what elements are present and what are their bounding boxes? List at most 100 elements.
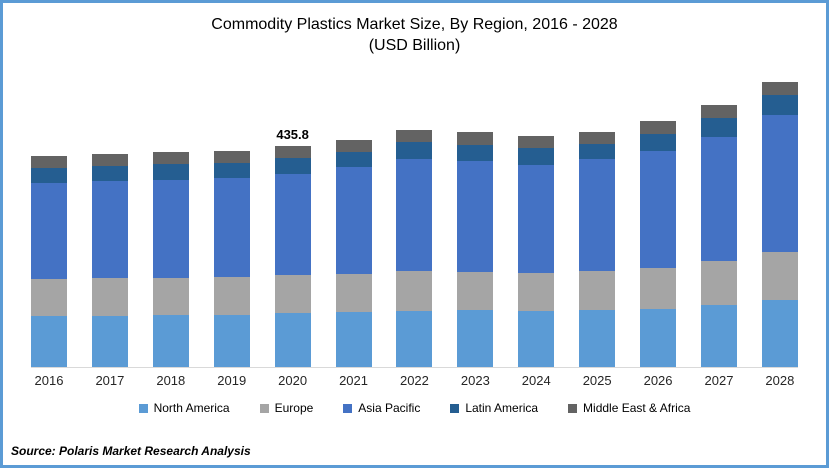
bar-segment-middle-east-africa-2023	[457, 132, 494, 145]
x-axis-label-2023: 2023	[460, 373, 490, 388]
bar-group-2028	[761, 82, 798, 367]
bar-segment-europe-2019	[213, 277, 250, 315]
bar-segment-middle-east-africa-2025	[579, 132, 616, 144]
bar-segment-latin-america-2027	[700, 118, 737, 137]
bar-segment-europe-2025	[579, 271, 616, 310]
bar-segment-asia-pacific-2024	[518, 165, 555, 273]
legend-swatch-icon-asia-pacific	[343, 403, 353, 413]
bar-segment-latin-america-2023	[457, 145, 494, 161]
bar-segment-latin-america-2022	[396, 142, 433, 159]
bar-segment-europe-2018	[152, 278, 189, 315]
x-axis-label-2020: 2020	[278, 373, 308, 388]
bar-group-2020: 435.8	[274, 127, 311, 367]
bar-group-2016	[31, 156, 67, 367]
bar-segment-middle-east-africa-2018	[152, 152, 189, 164]
bar-segment-asia-pacific-2020	[274, 174, 311, 275]
legend-item-middle-east-africa: Middle East & Africa	[568, 401, 690, 415]
x-axis-label-2016: 2016	[34, 373, 64, 388]
bar-segment-asia-pacific-2021	[335, 167, 372, 274]
bar-segment-latin-america-2025	[579, 144, 616, 159]
bar-segment-north-america-2027	[700, 305, 737, 367]
bar-segment-asia-pacific-2027	[700, 137, 737, 261]
x-axis-label-2022: 2022	[399, 373, 429, 388]
bar-segment-middle-east-africa-2026	[640, 121, 677, 134]
bar-segment-north-america-2017	[91, 316, 128, 367]
bar-segment-europe-2022	[396, 271, 433, 311]
bar-segment-asia-pacific-2025	[579, 159, 616, 271]
bar-segment-north-america-2020	[274, 313, 311, 367]
legend-label-latin-america: Latin America	[465, 401, 539, 415]
bar-segment-asia-pacific-2022	[396, 159, 433, 271]
chart-legend: North America Europe Asia Pacific Latin Ame…	[3, 401, 826, 415]
bar-segment-asia-pacific-2016	[31, 183, 67, 279]
legend-swatch-icon-latin-america	[450, 403, 460, 413]
bar-segment-latin-america-2019	[213, 163, 250, 178]
bar-segment-middle-east-africa-2016	[31, 156, 67, 168]
bar-segment-north-america-2022	[396, 311, 433, 367]
bar-group-2017	[91, 154, 128, 367]
x-axis-label-2025: 2025	[582, 373, 612, 388]
bar-segment-latin-america-2020	[274, 158, 311, 174]
bar-group-2023	[457, 132, 494, 367]
bar-group-2019	[213, 151, 250, 367]
bar-segment-latin-america-2016	[31, 168, 67, 183]
bar-segment-asia-pacific-2026	[640, 151, 677, 268]
bar-segment-europe-2017	[91, 278, 128, 316]
legend-item-latin-america: Latin America	[450, 401, 538, 415]
bar-segment-latin-america-2017	[91, 166, 128, 181]
bar-segment-europe-2027	[700, 261, 737, 305]
bar-segment-middle-east-africa-2019	[213, 151, 250, 163]
bar-segment-middle-east-africa-2024	[518, 136, 555, 148]
chart-header: Commodity Plastics Market Size, By Regio…	[3, 3, 826, 56]
x-axis-label-2024: 2024	[521, 373, 551, 388]
bar-segment-asia-pacific-2017	[91, 181, 128, 278]
legend-label-asia-pacific: Asia Pacific	[358, 401, 421, 415]
bar-group-2025	[579, 132, 616, 367]
bar-segment-middle-east-africa-2020	[274, 146, 311, 158]
bar-segment-north-america-2019	[213, 315, 250, 367]
legend-item-europe: Europe	[259, 401, 314, 415]
bar-segment-middle-east-africa-2021	[335, 140, 372, 152]
bar-group-2021	[335, 140, 372, 367]
bar-segment-asia-pacific-2023	[457, 161, 494, 272]
bar-segment-north-america-2025	[579, 310, 616, 367]
bar-group-2018	[152, 152, 189, 367]
bar-segment-north-america-2021	[335, 312, 372, 367]
bar-segment-asia-pacific-2028	[761, 115, 798, 252]
chart-title: Commodity Plastics Market Size, By Regio…	[211, 16, 618, 33]
bar-segment-europe-2024	[518, 273, 555, 311]
x-axis-label-2019: 2019	[217, 373, 247, 388]
bar-group-2022	[396, 130, 433, 367]
bar-segment-middle-east-africa-2027	[700, 105, 737, 118]
data-label-2020: 435.8	[276, 127, 309, 142]
bar-segment-europe-2026	[640, 268, 677, 309]
bar-segment-latin-america-2026	[640, 134, 677, 151]
legend-label-europe: Europe	[274, 401, 314, 415]
bar-segment-latin-america-2018	[152, 164, 189, 180]
bar-group-2027	[700, 105, 737, 367]
bar-segment-europe-2023	[457, 272, 494, 310]
bar-segment-latin-america-2024	[518, 148, 555, 165]
x-axis-label-2018: 2018	[156, 373, 186, 388]
bar-segment-latin-america-2021	[335, 152, 372, 167]
bar-segment-asia-pacific-2018	[152, 180, 189, 278]
bar-segment-north-america-2024	[518, 311, 555, 367]
x-axis-label-2017: 2017	[95, 373, 125, 388]
legend-item-north-america: North America	[138, 401, 230, 415]
bar-segment-middle-east-africa-2028	[761, 82, 798, 95]
legend-swatch-icon-europe	[259, 403, 269, 413]
x-axis-label-2026: 2026	[643, 373, 673, 388]
x-axis-label-2028: 2028	[765, 373, 795, 388]
x-axis-label-2027: 2027	[704, 373, 734, 388]
bar-segment-north-america-2023	[457, 310, 494, 367]
source-note: Source: Polaris Market Research Analysis	[11, 444, 251, 458]
bar-segment-europe-2016	[31, 279, 67, 316]
bar-segment-middle-east-africa-2022	[396, 130, 433, 142]
bar-group-2024	[518, 136, 555, 367]
legend-item-asia-pacific: Asia Pacific	[343, 401, 420, 415]
x-axis-labels: 2016 2017 2018 2019 2020 2021 2022 2023 2024 2025…	[31, 373, 798, 388]
bar-segment-asia-pacific-2019	[213, 178, 250, 277]
bar-segment-middle-east-africa-2017	[91, 154, 128, 166]
legend-label-middle-east-africa: Middle East & Africa	[583, 401, 691, 415]
bar-segment-north-america-2026	[640, 309, 677, 367]
